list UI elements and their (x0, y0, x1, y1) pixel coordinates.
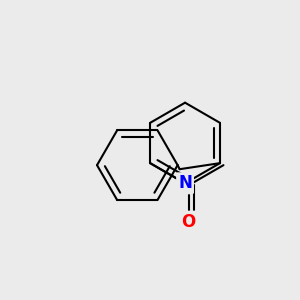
Text: N: N (178, 174, 192, 192)
Text: O: O (182, 213, 196, 231)
